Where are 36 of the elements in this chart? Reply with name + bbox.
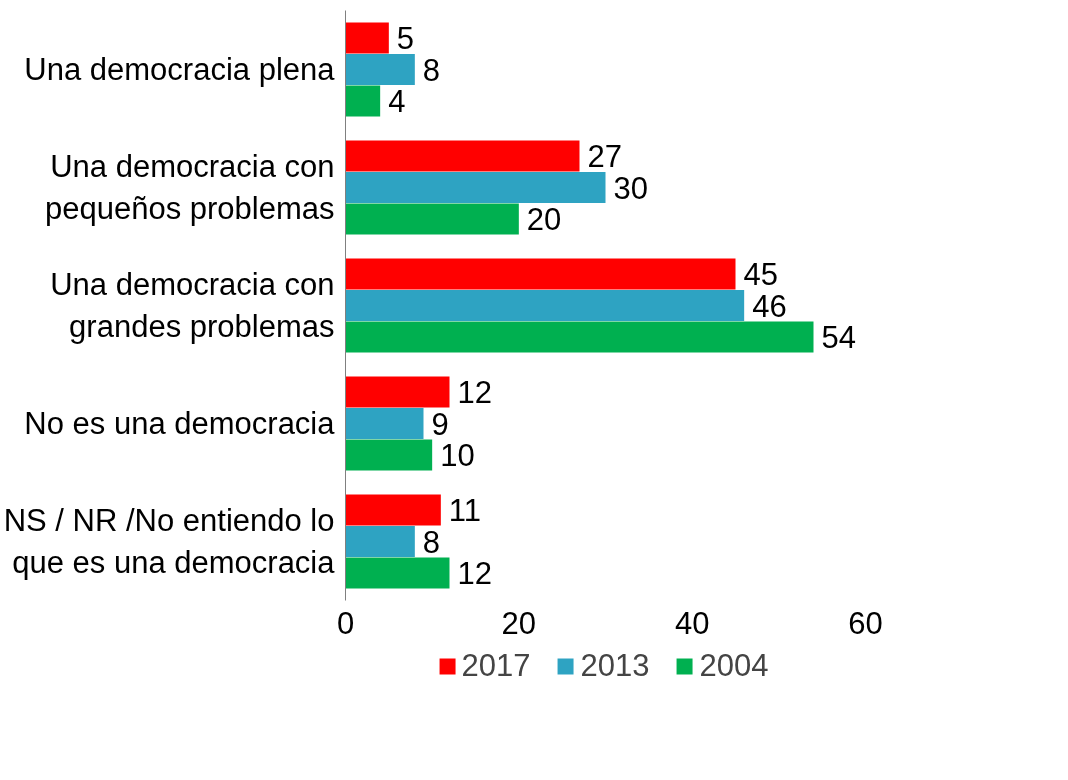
bar (345, 321, 814, 353)
x-tick-label: 40 (674, 605, 710, 641)
bar (345, 290, 745, 321)
bar (345, 526, 415, 557)
bar (345, 22, 389, 54)
bar (345, 54, 415, 85)
legend-label: 2013 (580, 648, 650, 684)
legend-label: 2017 (461, 648, 531, 684)
bar (345, 258, 736, 290)
x-tick-label: 60 (848, 605, 883, 641)
data-label: 5 (396, 21, 415, 57)
y-tick-label: No es una democracia (24, 406, 336, 441)
bar (345, 85, 381, 117)
bar (345, 376, 450, 408)
data-label: 11 (448, 493, 482, 529)
data-label: 54 (821, 319, 856, 355)
bar (345, 494, 441, 526)
bar (345, 557, 450, 589)
bar (345, 140, 580, 172)
data-label: 12 (457, 375, 492, 411)
bar (345, 172, 606, 203)
data-label: 20 (526, 201, 562, 237)
bar (345, 203, 519, 235)
data-label: 8 (422, 524, 441, 560)
x-tick-label: 0 (336, 605, 355, 641)
bar (345, 439, 433, 471)
y-tick-label: Una democracia con pequeños problemas (44, 149, 335, 226)
x-tick-label: 20 (501, 605, 537, 641)
y-tick-label: Una democracia plena (24, 52, 336, 87)
legend-label: 2004 (699, 648, 769, 684)
data-label: 12 (457, 555, 492, 591)
y-tick-label: NS / NR /No entiendo lo que es una democracia (3, 503, 336, 580)
bar (345, 408, 424, 439)
data-label: 4 (388, 83, 406, 119)
y-tick-label: Una democracia con grandes problemas (50, 267, 335, 344)
data-label: 8 (422, 52, 441, 88)
